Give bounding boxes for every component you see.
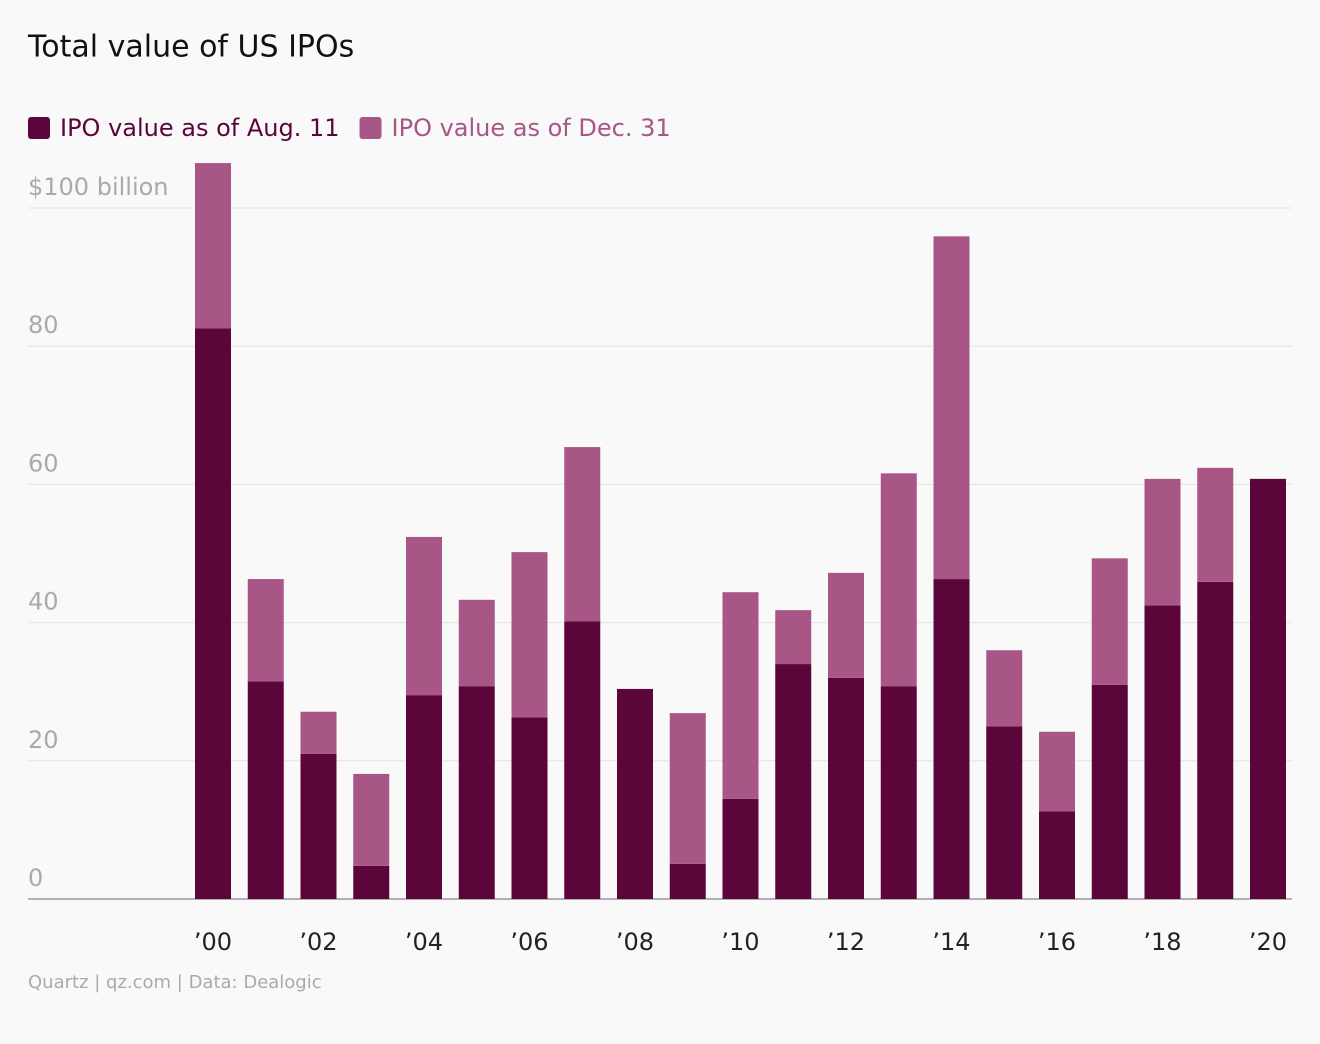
x-tick-label: ’12 [827,928,865,956]
bar-segment [669,863,706,899]
bar-segment [1250,478,1286,899]
chart-title: Total value of US IPOs [27,30,354,65]
bar-segment [1091,684,1128,899]
bar-segment [933,236,970,580]
bar-segment [617,688,653,899]
bar-segment [986,650,1023,727]
bar-segment [564,621,601,899]
bar-segment [458,599,495,687]
bar-segment [669,713,706,864]
legend-swatch [28,117,50,139]
bar-segment [195,328,231,899]
bar-segment [1197,581,1234,899]
bar-segment [828,677,864,899]
bar-segment [1039,811,1075,899]
x-tick-label: ’16 [1038,928,1076,956]
bar-segment [933,579,970,899]
x-tick-label: ’20 [1249,928,1287,956]
x-tick-label: ’02 [299,928,337,956]
bar-segment [511,552,548,718]
bar-segment [564,447,601,622]
x-tick-label: ’10 [721,928,759,956]
bar-segment [1144,478,1181,606]
bar-segment [247,579,284,682]
bar-segment [722,798,759,899]
x-tick-label: ’04 [405,928,443,956]
bar-segment [195,163,231,329]
bar-segment [775,664,812,899]
x-tick-label: ’18 [1143,928,1181,956]
bar-segment [511,717,548,899]
bar-segment [300,711,337,754]
bar-segment [880,686,917,899]
bar-segment [458,686,495,899]
bar-segment [880,473,917,687]
x-tick-label: ’06 [510,928,548,956]
y-tick-label: 60 [28,449,59,477]
bar-segment [828,572,864,678]
bar-segment [722,592,759,799]
x-tick-label: ’14 [932,928,970,956]
legend-label: IPO value as of Aug. 11 [60,114,340,142]
x-tick-label: ’08 [616,928,654,956]
bar-segment [1144,605,1181,899]
y-tick-label: $100 billion [28,173,169,201]
legend-swatch [359,117,382,139]
bar-segment [1039,731,1075,812]
bar-segment [986,726,1023,899]
y-tick-label: 20 [28,726,59,754]
bar-segment [775,610,812,665]
bar-segment [353,865,390,899]
source: Quartz | qz.com | Data: Dealogic [28,972,322,993]
bar-segment [247,681,284,899]
bar-segment [353,773,390,866]
bar-segment [406,695,442,899]
bar-segment [1197,467,1234,582]
legend-label: IPO value as of Dec. 31 [392,114,671,142]
y-tick-label: 80 [28,311,59,339]
y-tick-label: 0 [28,864,43,892]
bar-segment [406,536,442,696]
y-tick-label: 40 [28,588,59,616]
bar-segment [1091,558,1128,685]
x-tick-label: ’00 [194,928,232,956]
bar-segment [300,753,337,899]
